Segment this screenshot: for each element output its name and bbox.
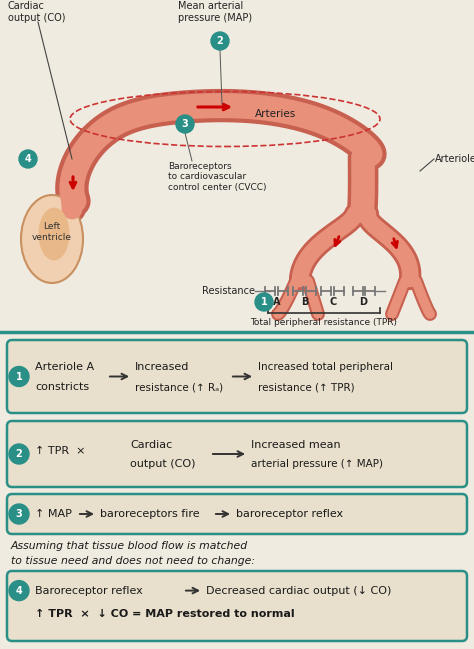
Text: A: A	[273, 297, 281, 307]
Text: ↑ TPR  ×  ↓ CO = MAP restored to normal: ↑ TPR × ↓ CO = MAP restored to normal	[35, 609, 295, 619]
Text: constricts: constricts	[35, 382, 89, 393]
Circle shape	[255, 293, 273, 311]
Text: B: B	[301, 297, 309, 307]
FancyBboxPatch shape	[7, 571, 467, 641]
Text: Cardiac: Cardiac	[130, 441, 172, 450]
Circle shape	[19, 150, 37, 168]
Text: Cardiac
output (CO): Cardiac output (CO)	[8, 1, 65, 23]
FancyBboxPatch shape	[7, 494, 467, 534]
Text: 3: 3	[16, 509, 22, 519]
Text: 4: 4	[16, 585, 22, 596]
Text: Left
ventricle: Left ventricle	[32, 223, 72, 241]
Text: 4: 4	[25, 154, 31, 164]
Circle shape	[9, 504, 29, 524]
Text: 1: 1	[261, 297, 267, 307]
FancyBboxPatch shape	[7, 421, 467, 487]
Text: Increased mean: Increased mean	[251, 441, 341, 450]
Text: D: D	[359, 297, 367, 307]
Circle shape	[9, 367, 29, 387]
Text: Total peripheral resistance (TPR): Total peripheral resistance (TPR)	[250, 318, 398, 327]
Text: baroreceptor reflex: baroreceptor reflex	[236, 509, 343, 519]
Text: Resistance: Resistance	[202, 286, 255, 296]
Text: Arterioles: Arterioles	[435, 154, 474, 164]
Text: Assuming that tissue blood flow is matched: Assuming that tissue blood flow is match…	[11, 541, 248, 551]
Text: Baroreceptor reflex: Baroreceptor reflex	[35, 585, 143, 596]
Circle shape	[211, 32, 229, 50]
Text: 3: 3	[182, 119, 188, 129]
Text: output (CO): output (CO)	[130, 459, 195, 469]
Text: Mean arterial
pressure (MAP): Mean arterial pressure (MAP)	[178, 1, 252, 23]
Text: resistance (↑ TPR): resistance (↑ TPR)	[258, 382, 355, 393]
Text: Arteriole A: Arteriole A	[35, 362, 94, 372]
Text: 2: 2	[16, 449, 22, 459]
Text: Arteries: Arteries	[255, 109, 296, 119]
Circle shape	[9, 581, 29, 600]
Circle shape	[9, 444, 29, 464]
Text: 2: 2	[217, 36, 223, 46]
Text: 1: 1	[16, 371, 22, 382]
Text: Increased total peripheral: Increased total peripheral	[258, 362, 393, 372]
Text: C: C	[329, 297, 337, 307]
Text: Increased: Increased	[135, 362, 190, 372]
Text: ↑ MAP: ↑ MAP	[35, 509, 72, 519]
Text: to tissue need and does not need to change:: to tissue need and does not need to chan…	[11, 556, 255, 566]
Text: arterial pressure (↑ MAP): arterial pressure (↑ MAP)	[251, 459, 383, 469]
Text: ↑ TPR  ×: ↑ TPR ×	[35, 446, 85, 456]
FancyBboxPatch shape	[7, 340, 467, 413]
Ellipse shape	[38, 208, 70, 260]
Text: Baroreceptors
to cardiovascular
control center (CVCC): Baroreceptors to cardiovascular control …	[168, 162, 266, 192]
Text: Decreased cardiac output (↓ CO): Decreased cardiac output (↓ CO)	[206, 585, 392, 596]
Text: baroreceptors fire: baroreceptors fire	[100, 509, 200, 519]
Ellipse shape	[21, 195, 83, 283]
Circle shape	[176, 115, 194, 133]
Text: resistance (↑ Rₐ): resistance (↑ Rₐ)	[135, 382, 223, 393]
